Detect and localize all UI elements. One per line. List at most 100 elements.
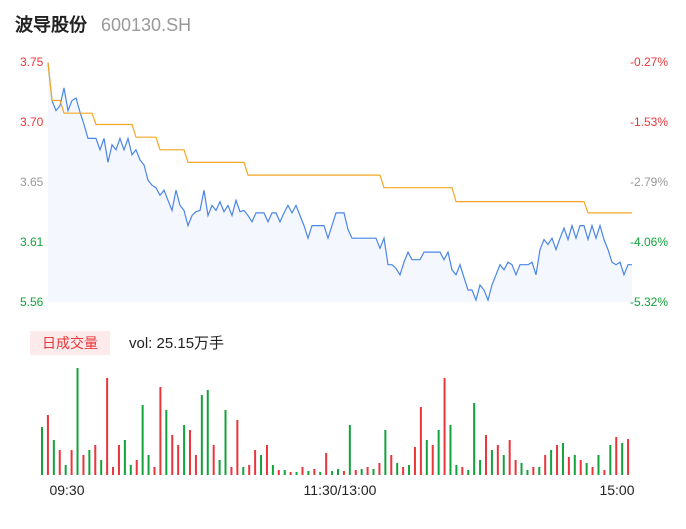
volume-bar (615, 437, 618, 475)
volume-bar (277, 470, 280, 475)
volume-bar (467, 470, 470, 475)
volume-bar (153, 467, 156, 475)
volume-bar (82, 455, 85, 475)
volume-bar (372, 469, 375, 475)
volume-bar (621, 443, 624, 475)
volume-bar (342, 471, 345, 475)
stock-code: 600130.SH (101, 15, 191, 35)
x-tick-label: 11:30/13:00 (304, 482, 377, 498)
volume-bar (550, 450, 553, 475)
volume-bar (378, 463, 381, 475)
volume-bar (289, 472, 292, 475)
volume-bar (64, 465, 67, 475)
volume-bar (165, 410, 168, 475)
volume-bar (58, 450, 61, 475)
volume-bar (88, 450, 91, 475)
x-tick-label: 15:00 (599, 482, 634, 498)
volume-bar (419, 407, 422, 475)
volume-bar (242, 467, 245, 475)
volume-bar (248, 465, 251, 475)
y2-tick-label: -5.32% (630, 295, 668, 309)
volume-bar (117, 445, 120, 475)
x-tick-label: 09:30 (49, 482, 84, 498)
volume-bar (413, 447, 416, 475)
volume-bar (384, 430, 387, 475)
volume-bar (254, 450, 257, 475)
volume-bar (473, 403, 476, 475)
volume-bar (325, 453, 328, 475)
volume-bar (567, 457, 570, 475)
y2-tick-label: -4.06% (630, 235, 668, 249)
volume-bar (135, 460, 138, 475)
volume-bar (520, 463, 523, 475)
volume-bar (366, 467, 369, 475)
volume-bar (573, 455, 576, 475)
volume-bar (354, 470, 357, 475)
volume-bar (538, 467, 541, 475)
volume-bar (360, 469, 363, 475)
volume-bar (129, 465, 132, 475)
volume-label-bg (30, 331, 110, 355)
volume-bar (46, 415, 49, 475)
volume-bar (112, 467, 115, 475)
volume-bar (230, 467, 233, 475)
y-tick-label: 3.70 (20, 115, 44, 129)
volume-bar (94, 445, 97, 475)
volume-bar (319, 472, 322, 475)
volume-bar (461, 467, 464, 475)
volume-bar (396, 463, 399, 475)
y2-tick-label: -0.27% (630, 55, 668, 69)
volume-bar (200, 395, 203, 475)
volume-bar (585, 463, 588, 475)
volume-bar (106, 378, 109, 475)
volume-bar (390, 455, 393, 475)
volume-bar (265, 445, 268, 475)
volume-bar (100, 460, 103, 475)
volume-bar (183, 425, 186, 475)
volume-bar (313, 469, 316, 475)
volume-bar (514, 460, 517, 475)
volume-bar (508, 440, 511, 475)
y-tick-label: 5.56 (20, 295, 44, 309)
y-tick-label: 3.61 (20, 235, 44, 249)
volume-bar (425, 440, 428, 475)
volume-bar (502, 455, 505, 475)
y2-tick-label: -1.53% (630, 115, 668, 129)
volume-bar (206, 390, 209, 475)
volume-bar (591, 467, 594, 475)
volume-bar (556, 445, 559, 475)
y-tick-label: 3.75 (20, 55, 44, 69)
volume-bar (609, 445, 612, 475)
volume-bar (455, 465, 458, 475)
volume-bar (260, 455, 263, 475)
y2-tick-label: -2.79% (630, 175, 668, 189)
volume-bar (70, 450, 73, 475)
volume-bar (348, 425, 351, 475)
volume-bar (189, 430, 191, 475)
volume-bar (490, 450, 493, 475)
volume-bar (41, 427, 43, 475)
volume-bar (603, 470, 606, 475)
volume-bar (194, 455, 197, 475)
volume-bar (52, 440, 55, 475)
price-area (48, 62, 632, 302)
volume-bar (402, 467, 405, 475)
volume-bar (496, 445, 499, 475)
volume-bar (141, 405, 144, 475)
volume-bar (295, 472, 298, 475)
volume-bar (544, 455, 547, 475)
y-tick-label: 3.65 (20, 175, 44, 189)
volume-bar (408, 465, 411, 475)
volume-bar (147, 455, 150, 475)
volume-bar (532, 467, 535, 475)
volume-bar (159, 387, 162, 475)
volume-bar (561, 443, 564, 475)
volume-label: 日成交量 (42, 335, 98, 351)
volume-bar (307, 471, 310, 475)
volume-bar (437, 430, 440, 475)
volume-bar (526, 470, 529, 475)
volume-total: vol: 25.15万手 (129, 335, 224, 352)
stock-name: 波导股份 (15, 14, 88, 35)
